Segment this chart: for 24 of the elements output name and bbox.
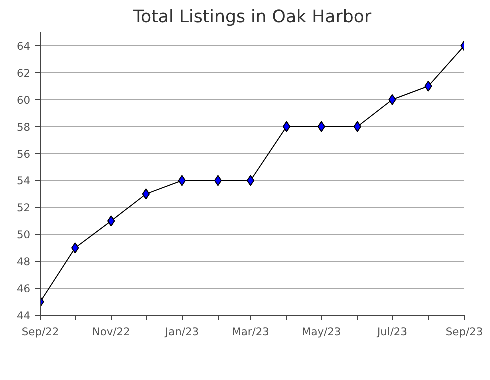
x-tick-label: Jul/23 [376, 326, 408, 338]
point [178, 175, 186, 186]
y-tick-label: 52 [16, 202, 31, 215]
y-tick-label: 56 [16, 148, 31, 161]
y-tick-label: 62 [16, 66, 31, 80]
x-tick-label: Sep/22 [22, 326, 60, 338]
y-tick-label: 58 [16, 120, 31, 134]
y-tick-label: 46 [16, 282, 31, 296]
point [214, 175, 222, 186]
x-tick-label: Jan/23 [164, 326, 200, 338]
y-tick-label: 44 [16, 310, 31, 322]
y-tick-label: 48 [16, 256, 31, 269]
point [246, 175, 255, 186]
y-tick-label: 54 [16, 174, 31, 188]
point [142, 188, 150, 200]
x-tick-label: Mar/23 [232, 326, 270, 338]
y-tick-label: 50 [16, 228, 31, 242]
y-tick-label: 60 [16, 94, 31, 107]
chart-title: Total Listings in Oak Harbor [132, 8, 372, 28]
x-tick-label: Sep/23 [446, 326, 484, 338]
x-tick-label: Nov/22 [92, 326, 130, 338]
x-tick-label: May/23 [302, 326, 342, 338]
point [282, 121, 291, 132]
y-tick-label: 64 [16, 40, 31, 53]
